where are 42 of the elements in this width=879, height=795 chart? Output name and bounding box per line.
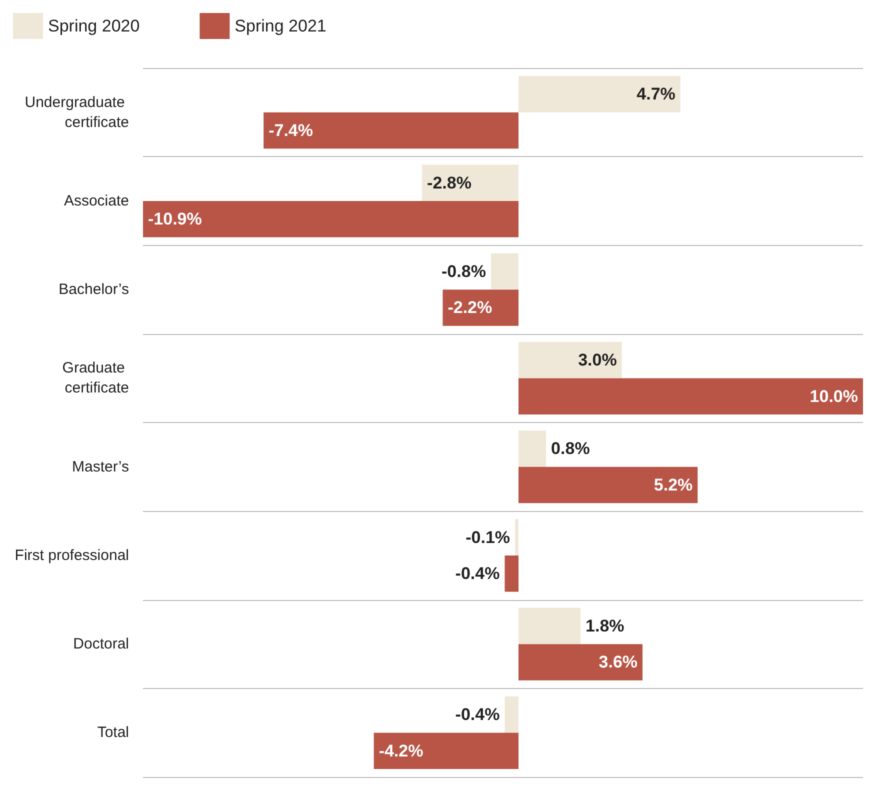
y-tick-label: Associate (64, 192, 129, 210)
legend-label: Spring 2020 (48, 16, 140, 36)
data-label: -2.8% (427, 173, 472, 192)
bar (515, 519, 518, 556)
bar (504, 696, 518, 733)
bar (490, 253, 518, 290)
data-label: -0.1% (466, 528, 510, 547)
data-label: -4.2% (378, 741, 424, 760)
bar (422, 164, 518, 201)
y-tick-label: Undergraduate certificate (24, 94, 129, 131)
y-tick-label: Bachelor’s (58, 281, 129, 298)
data-label: 5.2% (654, 475, 693, 494)
bar (518, 466, 698, 504)
data-label: -0.8% (442, 262, 486, 281)
data-label: -7.4% (268, 120, 313, 140)
y-tick-label: Total (97, 724, 129, 742)
data-label: 0.8% (551, 439, 590, 458)
data-label: -0.4% (455, 564, 500, 584)
bar (504, 555, 518, 592)
y-tick-label: First professional (14, 546, 129, 564)
y-tick-label: Doctoral (73, 636, 129, 653)
bar (518, 76, 680, 112)
bar (374, 732, 518, 770)
y-tick-label: Graduate certificate (62, 360, 129, 397)
data-label: 1.8% (586, 616, 624, 636)
data-label: 4.7% (636, 84, 676, 104)
data-label: 3.0% (578, 350, 617, 370)
bar (518, 644, 643, 680)
bar (518, 430, 546, 467)
y-tick-label: Master’s (72, 458, 129, 476)
bar (442, 290, 518, 326)
data-label: 10.0% (810, 386, 858, 406)
data-label: -2.2% (448, 298, 492, 318)
bar (518, 342, 622, 378)
bar (518, 608, 581, 644)
bar (264, 112, 518, 149)
data-label: -0.4% (455, 705, 500, 724)
bar (518, 378, 863, 415)
bar (143, 200, 518, 238)
data-label: -10.9% (148, 210, 202, 229)
legend-label: Spring 2021 (234, 16, 326, 36)
data-label: 3.6% (598, 652, 638, 672)
